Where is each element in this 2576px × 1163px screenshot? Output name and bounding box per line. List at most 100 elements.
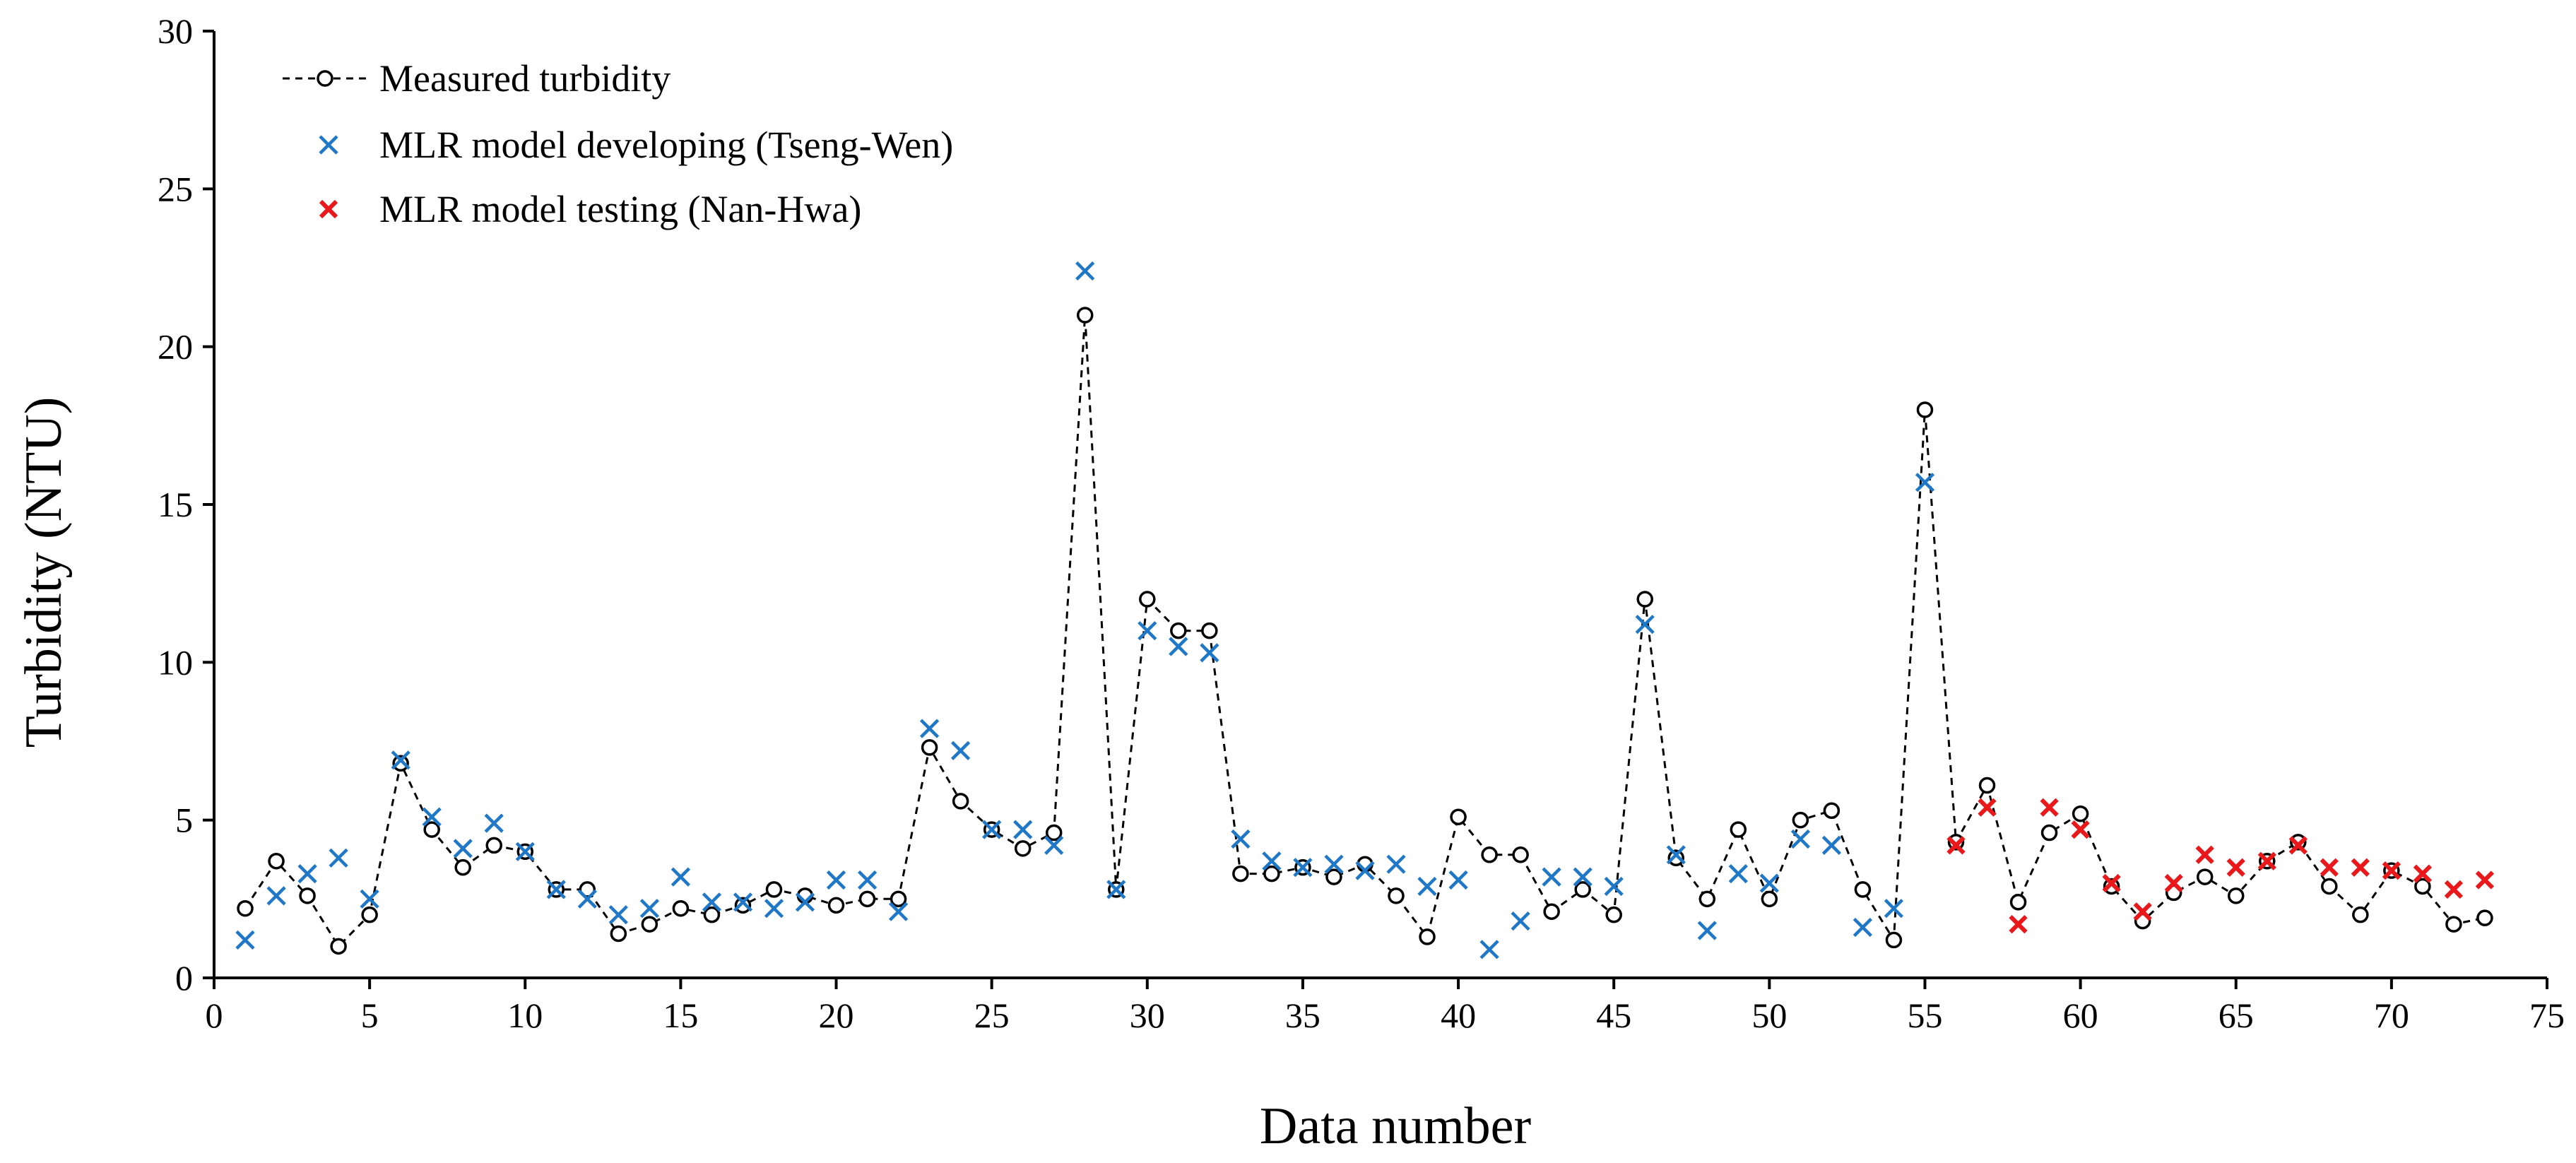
measured-point: [1761, 890, 1778, 908]
measured-point: [2321, 878, 2338, 895]
x-tick-label: 10: [507, 996, 543, 1035]
marker-stroke: [733, 892, 753, 912]
marker-stroke: [453, 839, 473, 858]
measured-point: [2445, 916, 2462, 933]
measured-point: [641, 916, 658, 933]
marker-stroke: [1231, 829, 1251, 849]
marker-stroke: [2071, 820, 2090, 839]
developing-point: [889, 902, 909, 921]
measured-point: [858, 890, 876, 908]
developing-point: [1448, 870, 1468, 890]
marker-stroke: [2195, 845, 2214, 864]
developing-point: [297, 864, 317, 884]
marker-stroke: [1448, 870, 1468, 890]
marker-stroke: [2164, 873, 2183, 893]
x-tick-label: 60: [2063, 996, 2098, 1035]
testing-point: [2164, 873, 2183, 893]
marker-stroke: [2288, 836, 2308, 855]
legend-entry-developing: MLR model developing (Tseng-Wen): [319, 124, 953, 166]
x-tick-label: 35: [1285, 996, 1321, 1035]
developing-point: [391, 750, 410, 770]
legend-developing-marker: [319, 135, 338, 155]
developing-point: [484, 813, 504, 833]
marker-stroke: [1759, 873, 1779, 893]
marker-stroke: [1262, 851, 1282, 871]
series-1: [235, 261, 1935, 960]
measured-point: [1512, 846, 1529, 863]
measured-point: [1201, 622, 1218, 639]
developing-point: [1479, 940, 1499, 960]
x-tick-label: 30: [1130, 996, 1165, 1035]
x-tick-label: 5: [361, 996, 379, 1035]
measured-point: [237, 899, 254, 917]
developing-point: [1884, 899, 1903, 919]
measured-point: [890, 890, 907, 908]
marker-stroke: [1169, 637, 1188, 656]
y-tick-label: 5: [175, 801, 193, 840]
legend-measured-marker: [317, 70, 333, 87]
y-tick-label: 10: [158, 642, 193, 682]
measured-point: [672, 899, 690, 917]
marker-stroke: [2351, 858, 2370, 877]
developing-point: [1355, 861, 1375, 880]
developing-point: [1915, 473, 1935, 492]
testing-point: [2351, 858, 2370, 877]
x-tick-label: 50: [1751, 996, 1787, 1035]
measured-point: [2040, 824, 2058, 842]
measured-point: [1854, 881, 1872, 898]
measured-point: [1978, 777, 1996, 794]
legend-label-measured: Measured turbidity: [379, 57, 670, 100]
legend-entry-testing: MLR model testing (Nan-Hwa): [319, 188, 861, 230]
developing-point: [266, 886, 286, 906]
y-tick-label: 30: [158, 11, 193, 51]
measured-point: [610, 925, 627, 943]
developing-point: [329, 848, 348, 868]
x-tick-label: 70: [2374, 996, 2409, 1035]
developing-point: [1417, 876, 1437, 897]
marker-stroke: [1479, 940, 1499, 960]
testing-point: [2320, 858, 2339, 877]
measured-point: [423, 821, 440, 838]
measured-point: [2196, 868, 2214, 885]
x-tick-label: 40: [1441, 996, 1476, 1035]
testing-point: [2257, 851, 2276, 870]
developing-point: [1821, 835, 1841, 855]
testing-point: [2226, 858, 2245, 877]
developing-point: [1106, 880, 1126, 899]
measured-point: [392, 755, 409, 772]
measured-point: [1263, 865, 1280, 882]
y-tick-label: 25: [158, 169, 193, 208]
marker-stroke: [764, 899, 784, 919]
developing-point: [1666, 845, 1686, 865]
x-tick-label: 0: [206, 996, 223, 1035]
marker-stroke: [1946, 836, 1966, 855]
marker-stroke: [608, 905, 628, 925]
measured-point: [734, 897, 752, 914]
y-tick-label: 0: [175, 958, 193, 998]
measured-point: [1823, 802, 1841, 820]
marker-stroke: [1573, 867, 1593, 887]
series-2: [1946, 798, 2495, 934]
measured-point: [703, 906, 721, 923]
measured-point: [485, 837, 502, 854]
marker-stroke: [1106, 880, 1126, 899]
testing-point: [2071, 820, 2090, 839]
measured-point: [1045, 824, 1063, 842]
y-axis-title: Turbidity (NTU): [15, 397, 73, 748]
legend-testing-marker: [319, 199, 338, 219]
measured-point: [1325, 868, 1342, 885]
developing-point: [1759, 873, 1779, 893]
testing-point: [2288, 836, 2308, 855]
developing-point: [453, 839, 473, 858]
series-0: [237, 307, 2493, 955]
x-axis-ticks: 0 5 10 15 20 25 30 35 40 45 50 55 60 65 70 75: [206, 978, 2565, 1035]
measured-point: [2072, 805, 2089, 822]
measured-point: [1170, 622, 1187, 639]
developing-point: [1386, 854, 1406, 874]
developing-point: [1075, 261, 1095, 281]
developing-point: [1635, 615, 1655, 634]
measured-point: [1139, 591, 1156, 608]
developing-point: [639, 899, 659, 919]
developing-point: [1728, 864, 1748, 884]
